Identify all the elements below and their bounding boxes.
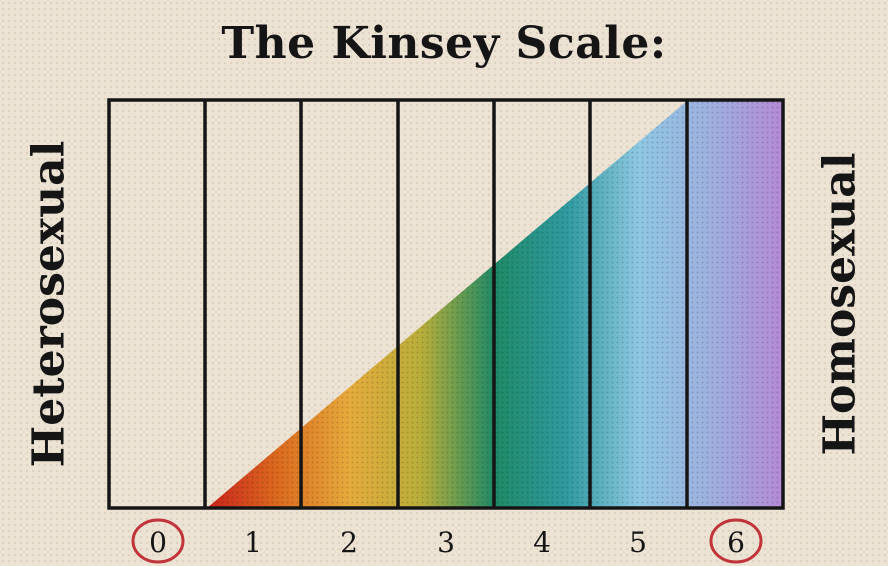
- dot-texture-last-column: [688, 100, 783, 508]
- scale-number-0: 0: [149, 526, 167, 559]
- scale-number-1: 1: [244, 526, 262, 559]
- rainbow-fill: [207, 100, 783, 508]
- scale-number-4: 4: [533, 526, 551, 559]
- diagram-title: The Kinsey Scale:: [221, 18, 667, 69]
- scale-number-2: 2: [340, 526, 358, 559]
- dot-texture-triangle: [207, 100, 688, 508]
- scale-number-3: 3: [437, 526, 455, 559]
- scale-numbers: 0 1 2 3 4 5 6: [131, 518, 763, 564]
- column-dividers: [203, 100, 689, 508]
- scale-number-6: 6: [727, 526, 745, 559]
- scale-frame: [107, 98, 785, 510]
- scale-number-5: 5: [629, 526, 647, 559]
- scale-circle-0: [131, 518, 185, 564]
- scale-circle-6: [709, 518, 763, 564]
